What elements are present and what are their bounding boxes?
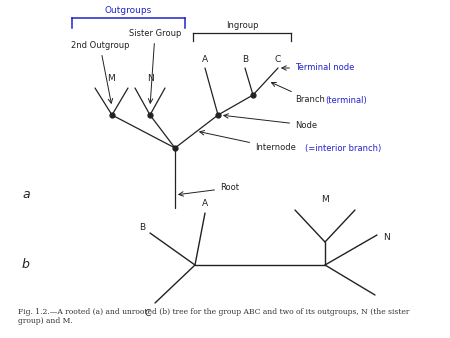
Text: Outgroups: Outgroups bbox=[105, 6, 152, 15]
Text: Fig. 1.2.—A rooted (a) and unrooted (b) tree for the group ABC and two of its ou: Fig. 1.2.—A rooted (a) and unrooted (b) … bbox=[18, 308, 410, 325]
Text: M: M bbox=[321, 195, 329, 204]
Text: N: N bbox=[147, 74, 153, 83]
Text: (terminal): (terminal) bbox=[325, 96, 367, 104]
Text: M: M bbox=[108, 74, 115, 83]
Text: b: b bbox=[22, 259, 30, 271]
Text: B: B bbox=[242, 55, 248, 64]
Text: B: B bbox=[139, 222, 145, 232]
Text: Node: Node bbox=[224, 114, 317, 129]
Text: C: C bbox=[275, 55, 281, 64]
Text: C: C bbox=[145, 309, 151, 317]
Text: 2nd Outgroup: 2nd Outgroup bbox=[71, 41, 129, 103]
Text: Branch: Branch bbox=[271, 82, 325, 104]
Text: Root: Root bbox=[179, 184, 239, 196]
Text: Internode: Internode bbox=[200, 130, 296, 152]
Text: a: a bbox=[22, 189, 30, 201]
Text: Sister Group: Sister Group bbox=[129, 29, 181, 103]
Text: A: A bbox=[202, 199, 208, 208]
Text: Ingroup: Ingroup bbox=[226, 21, 258, 30]
Text: Terminal node: Terminal node bbox=[282, 64, 355, 72]
Text: (=interior branch): (=interior branch) bbox=[305, 144, 381, 152]
Text: N: N bbox=[383, 233, 390, 241]
Text: A: A bbox=[202, 55, 208, 64]
